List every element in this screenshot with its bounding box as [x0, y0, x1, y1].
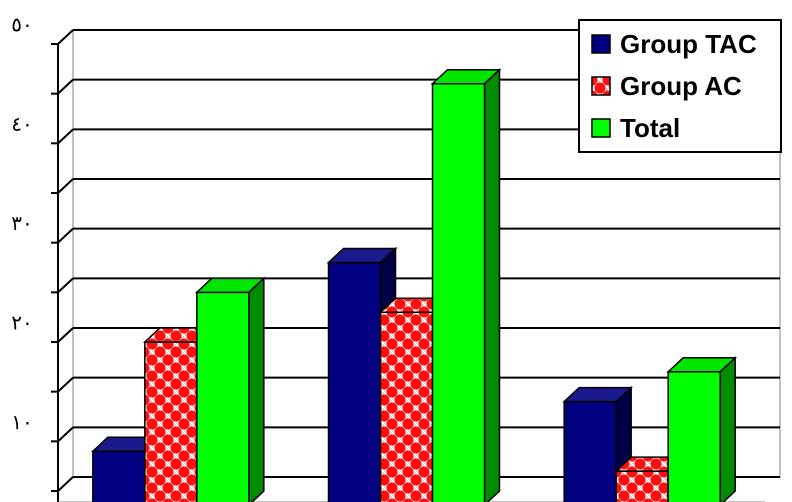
legend-swatch — [591, 34, 611, 54]
bar-top — [666, 357, 738, 373]
legend-label: Group AC — [620, 71, 742, 101]
bar-top — [430, 68, 502, 85]
y-tick-label: ٥٠ — [11, 13, 32, 37]
legend-swatch — [591, 118, 611, 138]
gridline-side — [57, 128, 74, 145]
gridline-side — [57, 178, 74, 194]
bar-side — [248, 276, 265, 502]
bar-top — [326, 247, 398, 264]
legend-item: Group AC — [591, 71, 742, 101]
bar-front — [563, 400, 617, 502]
legend-box — [578, 19, 782, 153]
legend-label: Group TAC — [620, 29, 757, 59]
bar-total — [666, 356, 738, 502]
bars — [90, 68, 738, 502]
gridline-side — [57, 78, 74, 95]
legend-item: Total — [591, 113, 680, 143]
bar-total — [194, 276, 266, 502]
gridline-side — [57, 476, 74, 492]
legend-item: Group TAC — [591, 29, 757, 59]
legend: Group TAC Group AC Total — [578, 19, 782, 153]
bar-top — [562, 386, 634, 403]
bar-front — [379, 311, 434, 502]
gridline-side — [57, 327, 74, 343]
bar-top — [194, 277, 266, 294]
bar-side — [719, 356, 736, 502]
y-tick-label: ٣٠ — [11, 211, 32, 235]
bar-front — [667, 371, 721, 502]
y-tick-labels: ١٠ ٢٠ ٣٠ ٤٠ ٥٠ — [11, 13, 32, 434]
bar-side — [483, 68, 501, 502]
gridline-side — [57, 426, 74, 443]
gridline-side — [57, 277, 74, 294]
gridline-side — [57, 227, 74, 244]
value-axis — [51, 43, 765, 502]
bar-front — [431, 82, 486, 502]
bar-front — [615, 470, 669, 502]
legend-label: Total — [620, 113, 680, 143]
bar-front — [196, 291, 250, 502]
legend-swatch — [591, 76, 611, 96]
bar-front — [144, 341, 198, 502]
gridline-side — [57, 376, 74, 393]
bar-front — [327, 261, 382, 502]
y-tick-label: ٤٠ — [11, 112, 32, 136]
gridline-side — [57, 29, 74, 45]
bar-front — [92, 450, 146, 502]
y-tick-label: ١٠ — [11, 410, 32, 434]
bar-total — [430, 68, 502, 502]
y-tick-label: ٢٠ — [11, 311, 32, 335]
